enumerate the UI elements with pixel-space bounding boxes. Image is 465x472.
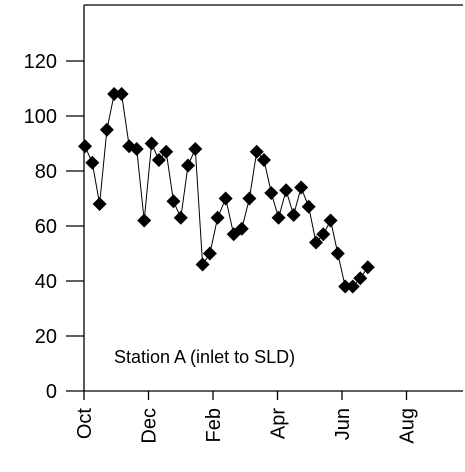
data-point <box>264 186 279 200</box>
x-tick-label: Feb <box>203 408 225 442</box>
data-point <box>353 271 368 286</box>
data-point <box>249 144 264 159</box>
x-tick-label: Jun <box>332 408 354 440</box>
data-point <box>107 87 122 101</box>
data-point <box>99 122 114 137</box>
data-point <box>316 227 331 242</box>
data-point <box>234 221 249 236</box>
axes <box>83 4 463 392</box>
y-tick-label: 20 <box>35 326 57 348</box>
data-point <box>202 246 217 261</box>
data-point <box>85 155 100 170</box>
data-point <box>92 197 107 211</box>
x-tick-label: Aug <box>397 408 419 444</box>
y-tick-label: 60 <box>35 216 57 238</box>
data-point <box>218 191 233 206</box>
x-ticks: Oct Dec Feb Apr Jun Aug <box>74 391 419 444</box>
series-layer <box>78 87 375 294</box>
y-tick-label: 80 <box>35 161 57 183</box>
data-point <box>294 180 309 195</box>
y-tick-label: 100 <box>24 106 57 128</box>
data-point <box>195 257 210 272</box>
data-point <box>286 208 301 222</box>
x-tick-label: Oct <box>74 408 96 440</box>
data-point <box>210 210 225 225</box>
data-point <box>360 260 375 275</box>
data-point <box>137 213 152 228</box>
data-point <box>129 142 144 156</box>
data-point <box>188 142 203 156</box>
data-point <box>166 194 181 209</box>
data-point <box>345 279 360 294</box>
series-line <box>84 93 369 287</box>
data-point <box>159 144 174 159</box>
data-point <box>173 210 188 225</box>
y-ticks: 0 20 40 60 80 100 120 <box>24 51 84 403</box>
data-point <box>242 191 257 206</box>
data-point <box>114 87 129 101</box>
data-point <box>308 235 323 250</box>
data-point <box>323 213 338 228</box>
data-point <box>151 153 166 167</box>
data-point <box>181 158 196 173</box>
station-annotation: Station A (inlet to SLD) <box>114 347 295 367</box>
x-tick-label: Apr <box>268 408 290 439</box>
data-point <box>271 210 286 225</box>
y-tick-label: 120 <box>24 51 57 73</box>
y-tick-label: 40 <box>35 271 57 293</box>
data-point <box>301 199 316 214</box>
y-tick-label: 0 <box>46 381 57 403</box>
x-tick-label: Dec <box>139 408 161 444</box>
data-point <box>78 139 93 154</box>
data-point <box>144 136 159 151</box>
data-point <box>330 246 345 261</box>
data-point <box>256 153 271 167</box>
data-point <box>338 279 353 294</box>
data-point <box>279 183 294 198</box>
